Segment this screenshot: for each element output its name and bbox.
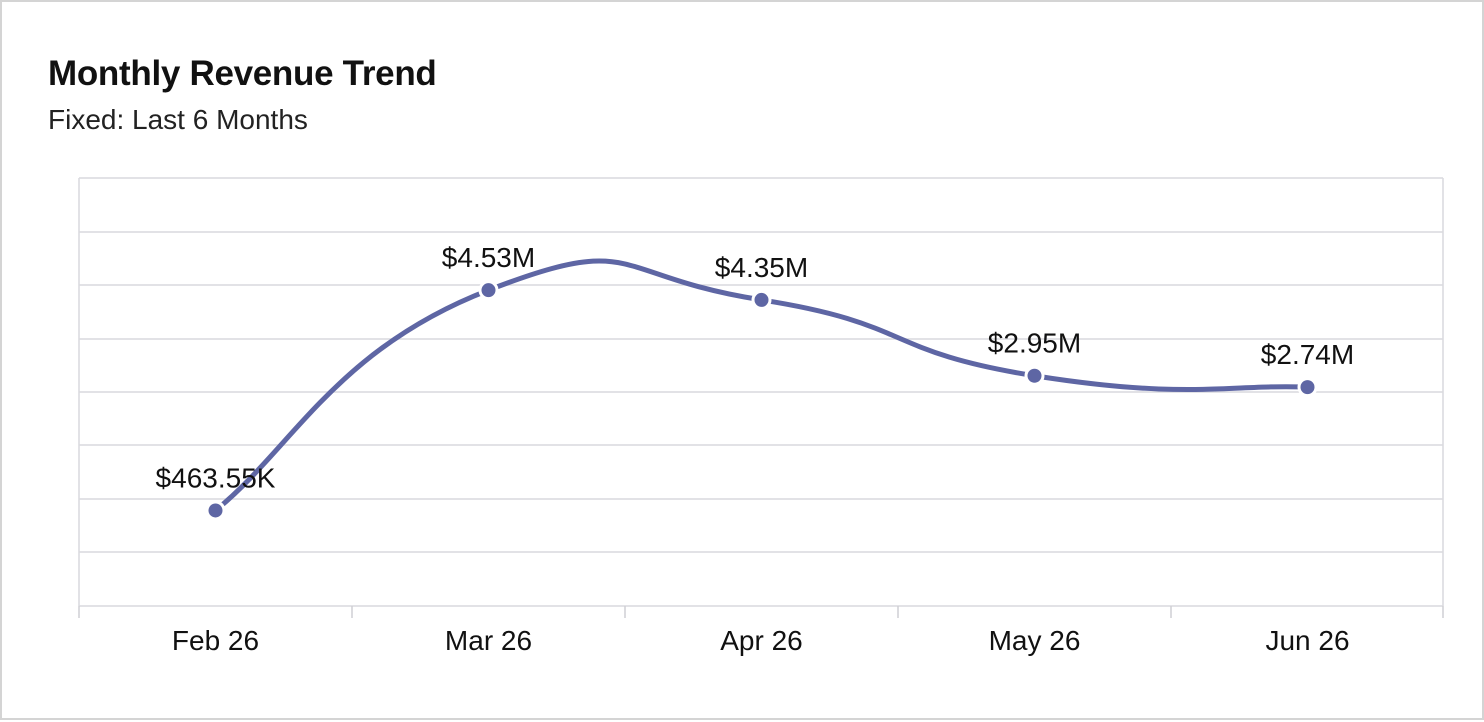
data-label: $2.95M (988, 328, 1081, 359)
data-label: $4.35M (715, 252, 808, 283)
x-tick-label: Feb 26 (172, 625, 259, 656)
data-point (205, 500, 226, 521)
data-label: $4.53M (442, 242, 535, 273)
data-point (1024, 365, 1045, 386)
x-tick-label: Jun 26 (1265, 625, 1349, 656)
data-point (478, 280, 499, 301)
x-tick-label: Mar 26 (445, 625, 532, 656)
chart-title: Monthly Revenue Trend (48, 54, 437, 93)
x-tick-label: May 26 (989, 625, 1081, 656)
series-line (213, 258, 1310, 513)
chart-subtitle: Fixed: Last 6 Months (48, 104, 308, 135)
data-label: $463.55K (156, 462, 276, 493)
data-point (751, 289, 772, 310)
x-tick-label: Apr 26 (720, 625, 803, 656)
data-label: $2.74M (1261, 339, 1354, 370)
data-point (1297, 377, 1318, 398)
